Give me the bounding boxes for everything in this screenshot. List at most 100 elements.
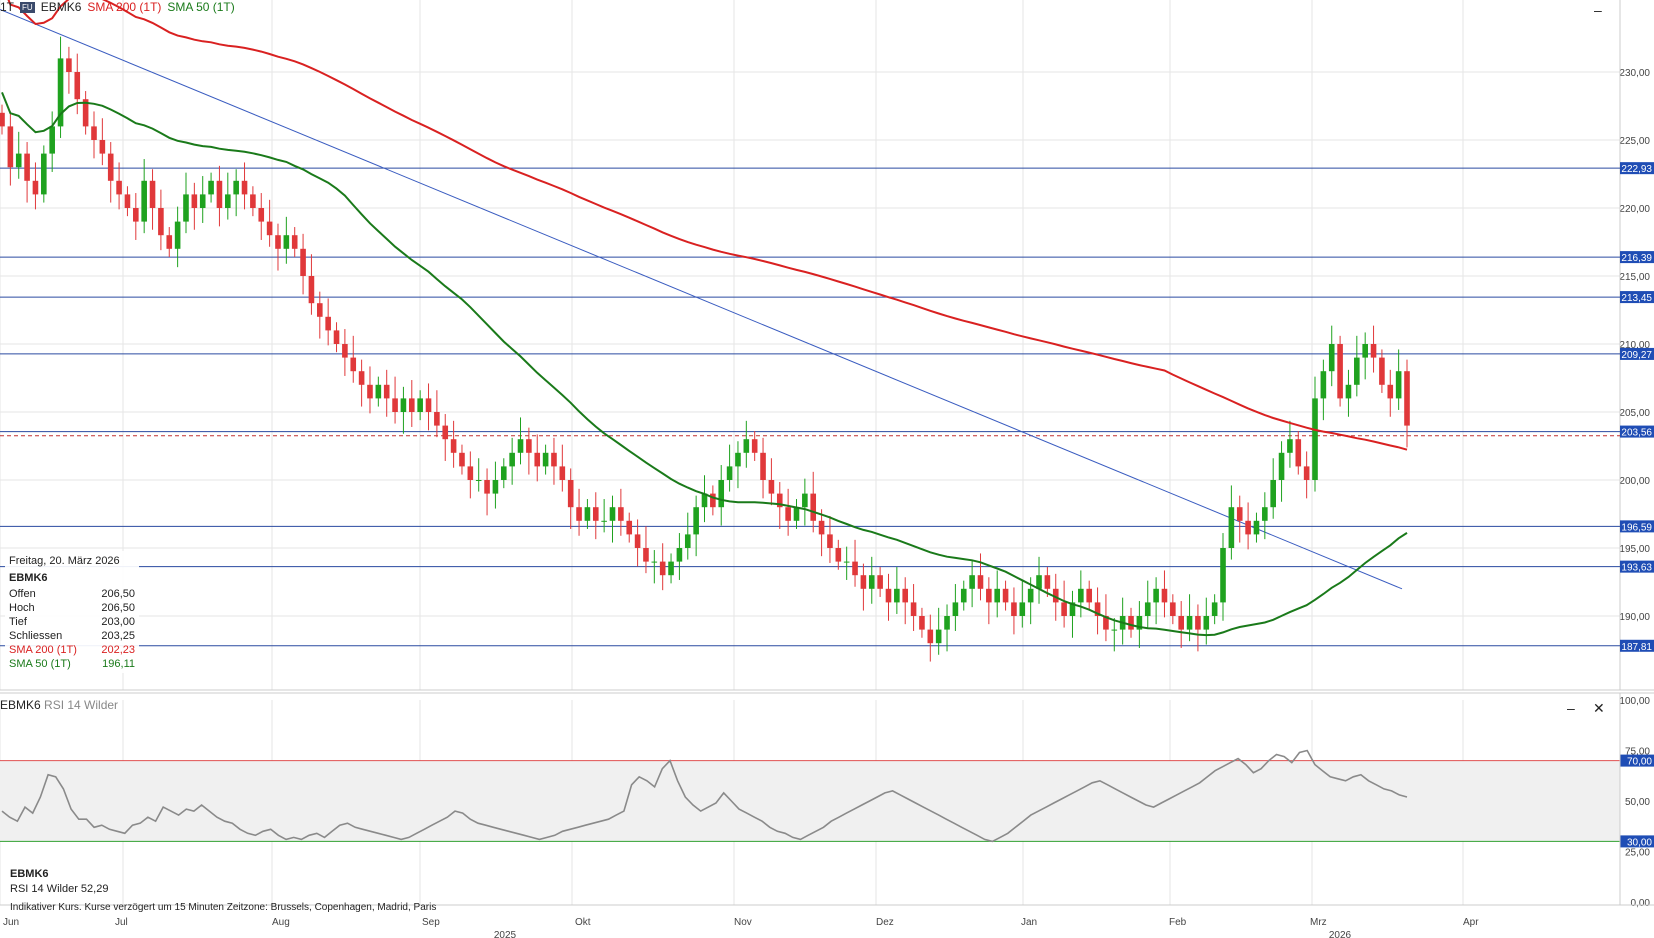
candle-body [1195, 616, 1201, 630]
candle-body [333, 330, 340, 344]
rsi-info-box: EBMK6 RSI 14 Wilder 52,29 [10, 866, 108, 895]
candle-body [802, 493, 808, 508]
rsi-level-label-bg [1620, 835, 1654, 848]
x-month-label: Aug [272, 917, 290, 928]
y-tick-label: 210,00 [1619, 340, 1650, 351]
close-rsi-panel-icon[interactable]: ✕ [1593, 700, 1605, 716]
candle-body [693, 507, 699, 535]
candle-body [1395, 371, 1402, 399]
candle-body [567, 480, 574, 508]
rsi-header: EBMK6 RSI 14 Wilder [0, 698, 118, 712]
rsi-symbol[interactable]: EBMK6 [0, 698, 41, 712]
candle-body [868, 575, 875, 589]
candle-body [417, 398, 423, 412]
x-month-label: Mrz [1310, 917, 1327, 928]
x-month-label: Okt [575, 917, 591, 928]
candle-body [183, 194, 189, 222]
candle-body [1061, 602, 1067, 616]
sma200-line [7, 0, 1408, 451]
candle-body [818, 520, 825, 535]
candle-body [1069, 602, 1076, 616]
fu-badge-icon: FU [20, 2, 35, 13]
candle-body [425, 398, 432, 412]
y-tick-label: 215,00 [1619, 272, 1650, 283]
info-row-open: Offen 206,50 [9, 588, 135, 600]
candle-body [1044, 575, 1051, 589]
candle-body [1027, 588, 1034, 603]
candle-body [843, 561, 850, 563]
candle-body [1245, 520, 1251, 535]
candle-body [91, 126, 97, 140]
candle-body [910, 602, 917, 616]
candle-body [24, 153, 30, 181]
candle-body [475, 480, 482, 481]
sma50-legend[interactable]: SMA 50 (1T) [167, 0, 235, 14]
y-tick-label: 195,00 [1619, 544, 1650, 555]
candle-body [534, 452, 541, 467]
minimize-rsi-panel-icon[interactable]: – [1567, 700, 1575, 716]
rsi-tick-label: 0,00 [1631, 898, 1651, 909]
candle-body [810, 493, 817, 521]
candle-body [99, 140, 106, 154]
candle-body [526, 439, 532, 453]
candle-body [1312, 398, 1318, 480]
level-label-bg [1620, 162, 1654, 175]
candle-body [877, 575, 883, 589]
info-row-close: Schliessen 203,25 [9, 630, 135, 642]
candle-body [1128, 616, 1134, 630]
ohlc-info-box: Freitag, 20. März 2026 EBMK6 Offen 206,50… [5, 551, 139, 673]
level-label-bg [1620, 291, 1654, 304]
info-row-high: Hoch 206,50 [9, 602, 135, 614]
candle-body [74, 72, 81, 100]
candle-body [1404, 371, 1410, 426]
candle-body [718, 480, 725, 508]
candle-body [1211, 602, 1218, 616]
candle-body [1094, 602, 1101, 616]
rsi-level-label: 30,00 [1627, 837, 1652, 848]
candle-body [375, 384, 382, 399]
candle-body [1019, 602, 1026, 616]
sma200-legend[interactable]: SMA 200 (1T) [87, 0, 162, 14]
candle-body [124, 194, 131, 208]
candle-body [408, 398, 415, 412]
candle-body [994, 588, 1001, 603]
minimize-price-panel-icon[interactable]: – [1594, 2, 1602, 18]
candle-body [107, 153, 114, 181]
candle-body [1036, 575, 1042, 589]
candle-body [1153, 588, 1159, 603]
symbol-label[interactable]: EBMK6 [40, 0, 82, 14]
x-month-label: Jul [115, 917, 128, 928]
level-label-bg [1620, 520, 1654, 533]
candle-body [1337, 344, 1343, 399]
candle-body [1002, 588, 1009, 603]
candle-body [225, 194, 231, 208]
candle-body [484, 480, 490, 494]
candle-body [726, 466, 733, 480]
rsi-name[interactable]: RSI 14 Wilder [44, 698, 119, 712]
candle-body [308, 276, 315, 304]
candle-body [1345, 384, 1352, 399]
candle-body [291, 235, 298, 249]
y-tick-label: 190,00 [1619, 612, 1650, 623]
candle-body [300, 248, 306, 276]
info-date: Freitag, 20. März 2026 [9, 555, 120, 567]
candle-body [793, 507, 800, 521]
candle-body [0, 112, 5, 127]
candle-body [199, 194, 206, 208]
candle-body [827, 534, 833, 548]
interval-label[interactable]: 1T [0, 0, 15, 14]
candle-body [141, 180, 147, 222]
candle-body [1270, 480, 1276, 508]
candle-body [676, 548, 683, 562]
rsi-line [1, 749, 1408, 843]
candle-body [852, 561, 858, 576]
x-month-label: Sep [422, 917, 440, 928]
candle-body [559, 466, 566, 480]
candle-body [710, 493, 716, 508]
candle-body [342, 344, 348, 358]
candle-body [41, 153, 47, 195]
candle-body [216, 180, 223, 208]
rsi-tick-label: 100,00 [1619, 696, 1650, 707]
candle-body [634, 534, 641, 548]
